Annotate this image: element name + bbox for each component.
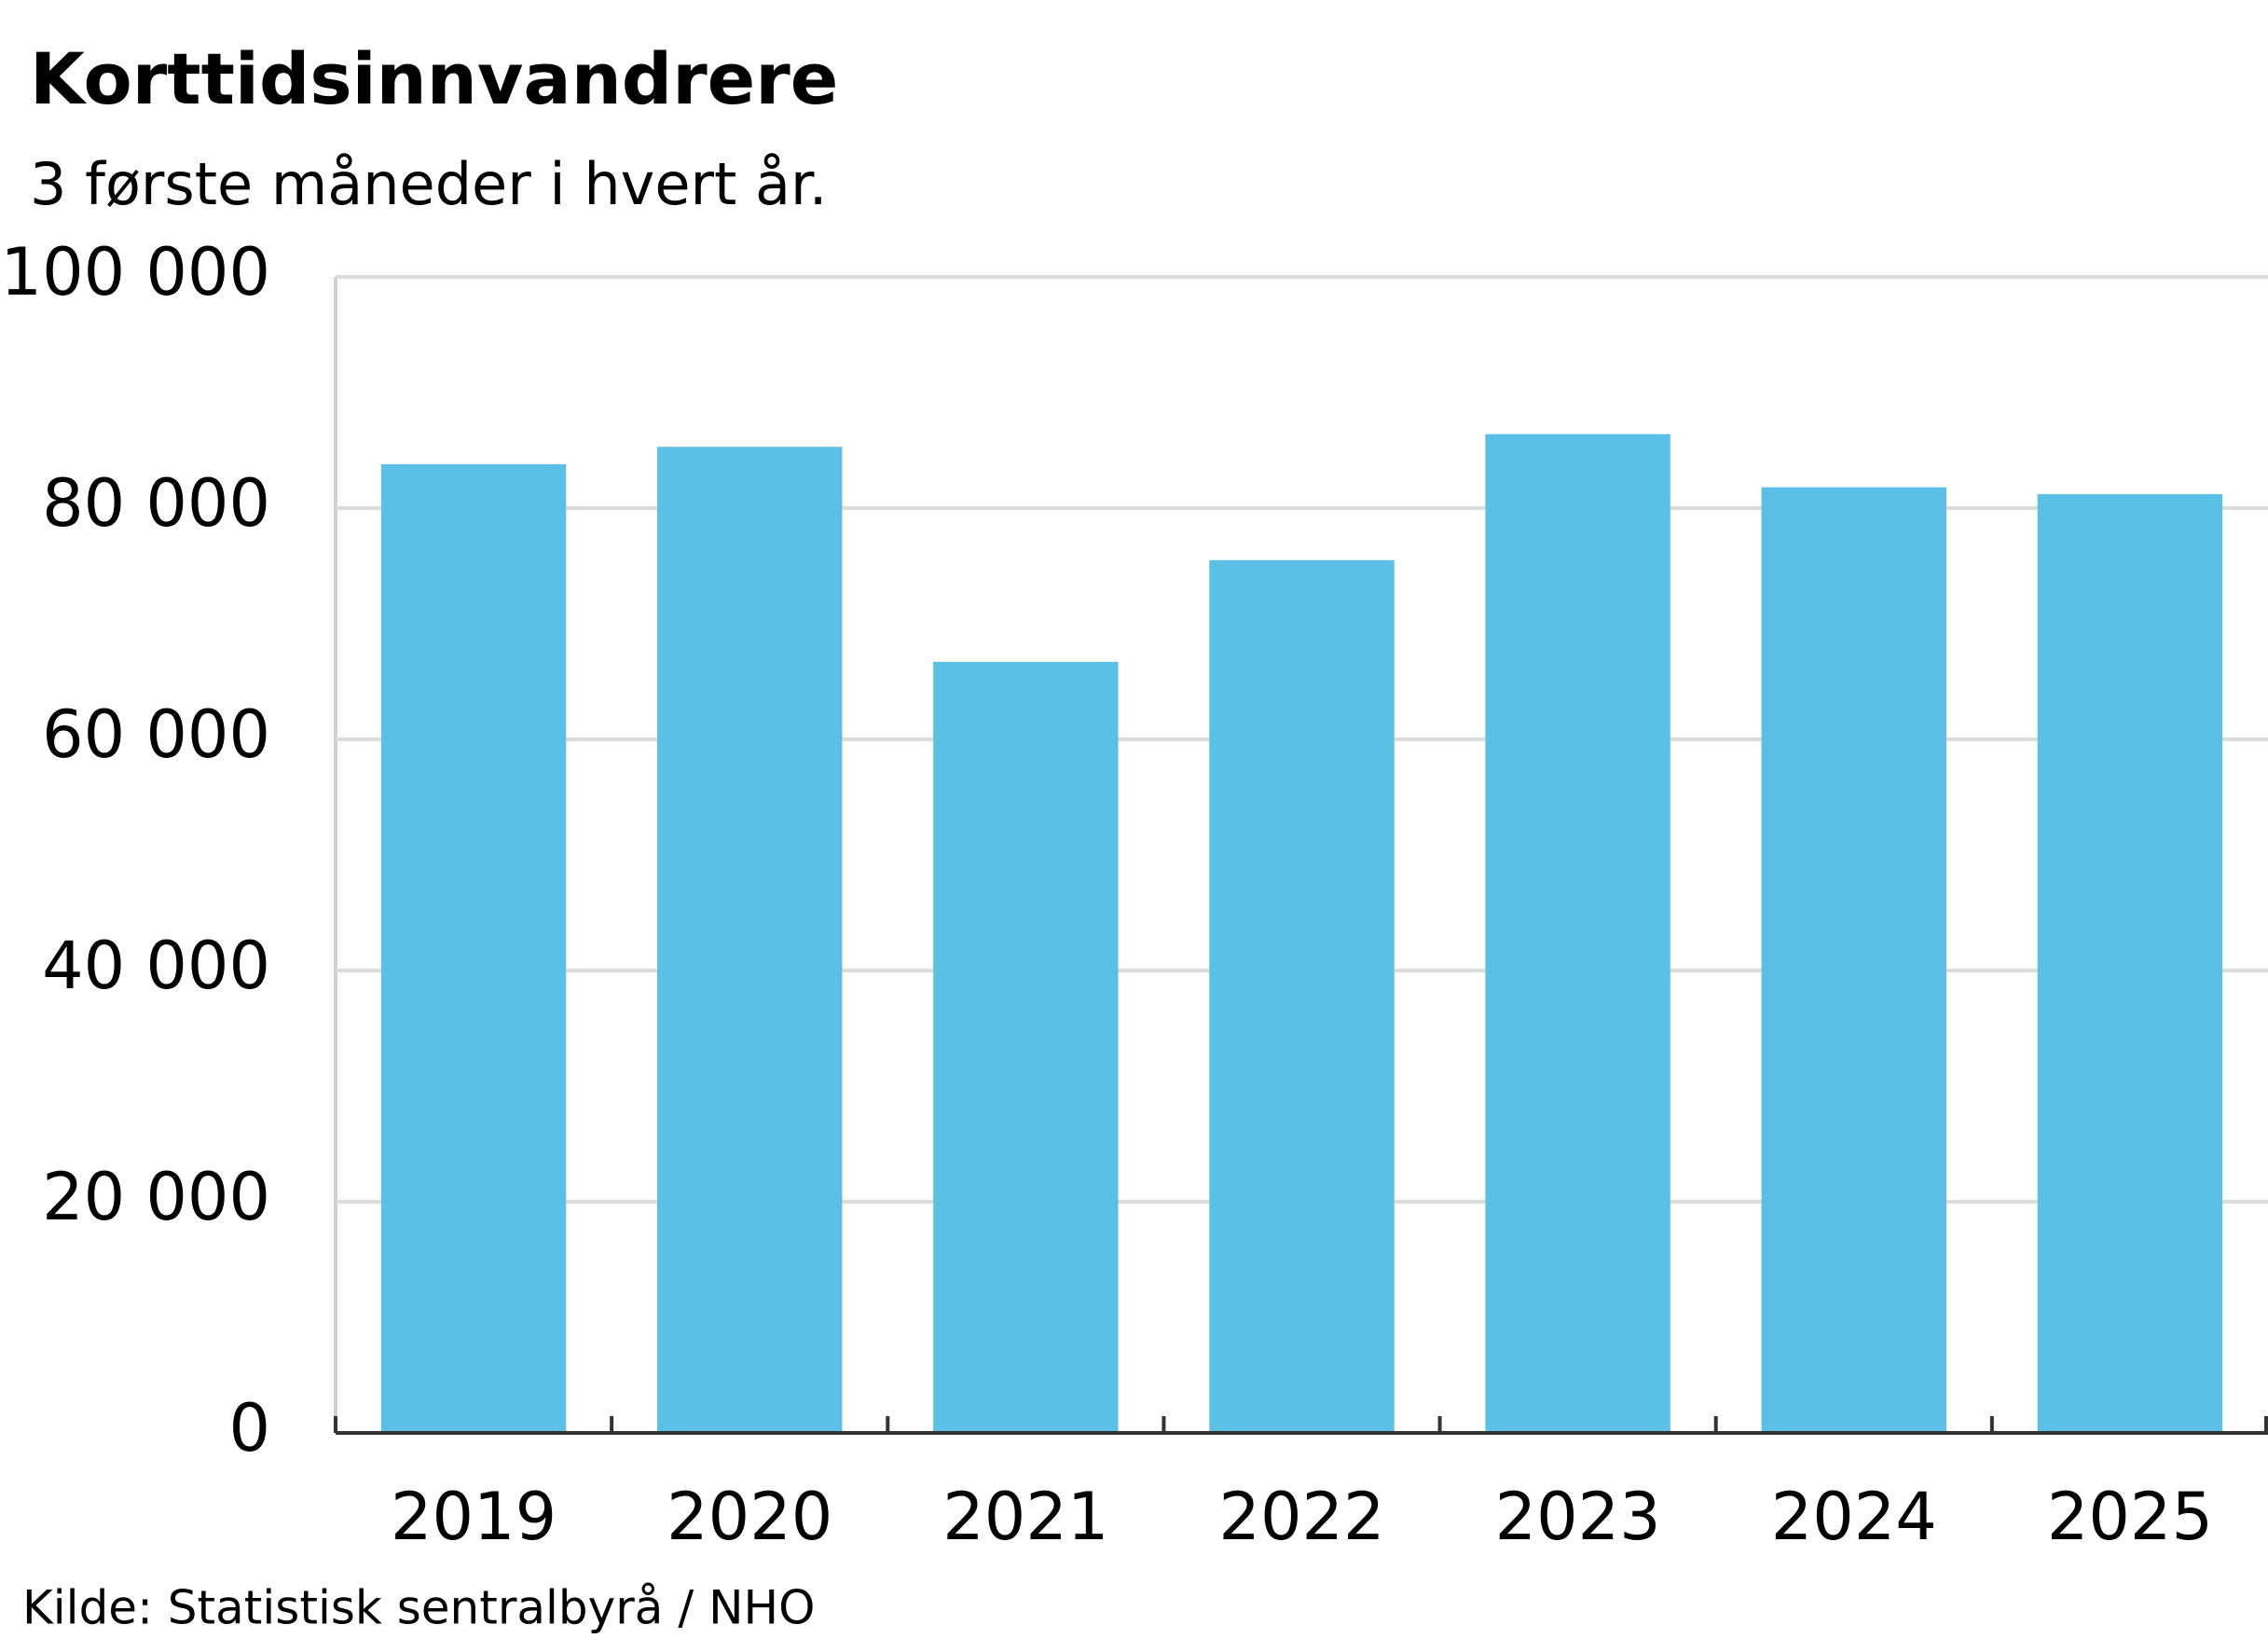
- x-tick-label: 2020: [667, 1479, 832, 1555]
- x-tick-label: 2025: [2047, 1479, 2213, 1555]
- bar: [933, 661, 1119, 1433]
- y-tick-label: 80 000: [42, 465, 270, 542]
- x-tick-label: 2023: [1495, 1479, 1661, 1555]
- bar: [2037, 494, 2223, 1433]
- x-tick-label: 2024: [1771, 1479, 1937, 1555]
- source: Kilde: Statistisk sentralbyrå / NHO: [22, 1581, 815, 1635]
- bar: [380, 463, 567, 1433]
- bar: [657, 447, 843, 1433]
- x-tick-label: 2022: [1218, 1479, 1384, 1555]
- x-tick-label: 2021: [942, 1479, 1108, 1555]
- y-tick-label: 60 000: [42, 696, 270, 773]
- chart-subtitle: 3 første måneder i hvert år.: [30, 150, 827, 218]
- y-tick-label: 40 000: [42, 928, 270, 1004]
- y-tick-label: 100 000: [1, 234, 270, 310]
- bar: [1485, 434, 1670, 1433]
- chart-title: Korttidsinnvandrere: [30, 37, 838, 120]
- bar: [1209, 559, 1395, 1433]
- y-tick-label: 0: [228, 1390, 270, 1466]
- bar: [1761, 487, 1946, 1433]
- y-tick-label: 20 000: [42, 1159, 270, 1235]
- x-tick-label: 2019: [391, 1479, 557, 1555]
